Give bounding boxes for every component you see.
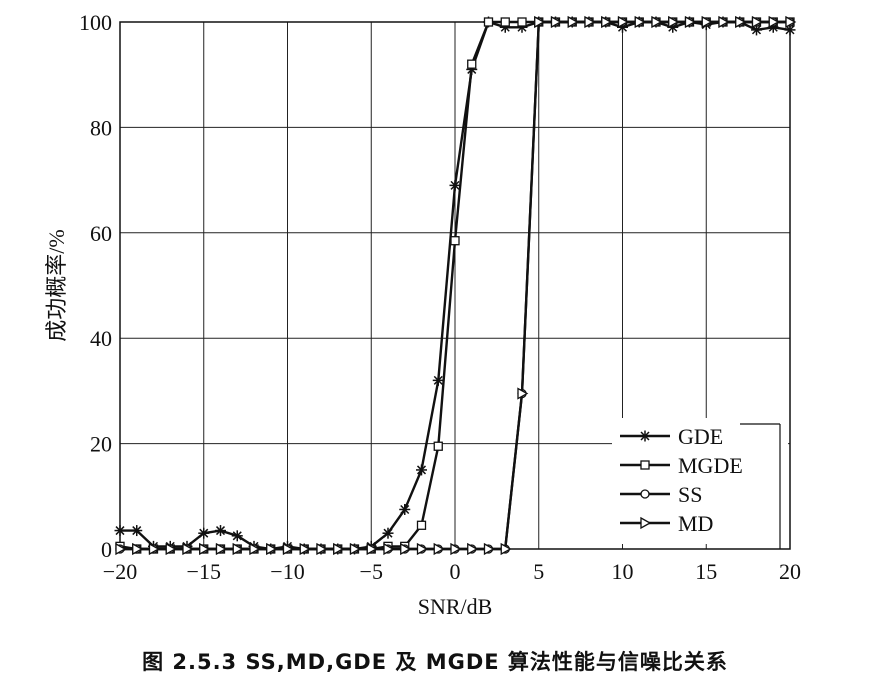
data-point-md [132, 542, 144, 556]
data-point-md [333, 542, 345, 556]
y-tick-label: 100 [79, 10, 112, 35]
x-tick-label: −15 [187, 559, 221, 584]
data-point-md [266, 542, 278, 556]
legend-item-md: MD [620, 511, 713, 536]
data-point-md [550, 15, 562, 29]
data-point-md [299, 542, 311, 556]
data-point-md [467, 542, 479, 556]
series-md [115, 15, 797, 556]
data-point-gde [432, 374, 444, 386]
x-tick-label: −20 [103, 559, 137, 584]
x-tick-label: −10 [270, 559, 304, 584]
data-point-gde [231, 530, 243, 542]
data-point-md [316, 542, 328, 556]
data-point-mgde [483, 17, 494, 27]
data-point-mgde [433, 441, 443, 451]
chart: −20 −15 −10 −5 0 5 10 15 20 0 20 40 60 80 100 SNR/dB 成… [44, 10, 801, 619]
data-point-gde [131, 525, 143, 537]
data-point-md [416, 542, 428, 556]
data-point-md [199, 542, 211, 556]
data-point-gde [198, 527, 210, 539]
data-point-md [215, 542, 227, 556]
data-point-mgde [416, 520, 427, 530]
data-point-md [651, 15, 663, 29]
y-axis-label: 成功概率/% [44, 229, 69, 341]
data-point-md [735, 15, 747, 29]
x-tick-label: 5 [533, 559, 544, 584]
x-tick-label: 10 [612, 559, 634, 584]
data-point-md [668, 15, 680, 29]
legend: GDE MGDE SS MD [612, 418, 788, 549]
data-point-md [165, 542, 177, 556]
data-point-md [584, 15, 596, 29]
y-tick-label: 60 [90, 221, 112, 246]
y-tick-label: 20 [90, 432, 112, 457]
series-layer [114, 15, 797, 556]
data-point-md [282, 542, 294, 556]
data-point-md [366, 542, 378, 556]
data-point-md [483, 542, 495, 556]
data-point-gde [449, 179, 461, 191]
data-point-md [450, 542, 462, 556]
data-point-gde [784, 24, 796, 36]
data-point-md [785, 15, 797, 29]
data-point-mgde [450, 236, 460, 246]
data-point-md [701, 15, 713, 29]
data-point-md [249, 542, 261, 556]
legend-marker-md [640, 516, 652, 530]
legend-label-mgde: MGDE [678, 453, 743, 478]
tick-labels: −20 −15 −10 −5 0 5 10 15 20 0 20 40 60 80 100 [79, 10, 801, 584]
data-point-gde [114, 525, 126, 537]
data-point-md [567, 15, 579, 29]
data-point-md [751, 15, 763, 29]
data-point-gde [382, 527, 394, 539]
data-point-md [617, 15, 629, 29]
data-point-md [634, 15, 646, 29]
data-point-md [400, 542, 412, 556]
data-point-md [534, 15, 546, 29]
legend-label-gde: GDE [678, 424, 723, 449]
data-point-md [601, 15, 613, 29]
legend-label-md: MD [678, 511, 713, 536]
data-point-gde [215, 525, 226, 537]
data-point-gde [416, 464, 427, 476]
data-point-md [115, 542, 127, 556]
data-point-md [383, 542, 395, 556]
data-point-md [718, 15, 730, 29]
legend-item-mgde: MGDE [620, 453, 743, 478]
x-axis-label: SNR/dB [418, 594, 493, 619]
data-point-mgde [500, 17, 510, 27]
data-point-md [517, 387, 529, 400]
data-point-md [768, 15, 780, 29]
y-tick-label: 80 [90, 115, 112, 140]
y-tick-label: 40 [90, 326, 112, 351]
legend-marker-ss [640, 489, 650, 499]
legend-marker-gde [639, 430, 651, 442]
data-point-md [433, 542, 445, 556]
x-tick-label: −5 [360, 559, 383, 584]
figure-caption: 图 2.5.3 SS,MD,GDE 及 MGDE 算法性能与信噪比关系 [142, 650, 728, 674]
data-point-mgde [517, 17, 527, 27]
legend-label-ss: SS [678, 482, 702, 507]
data-point-md [232, 542, 244, 556]
data-point-mgde [467, 59, 477, 69]
data-point-gde [399, 503, 411, 515]
y-tick-label: 0 [101, 537, 112, 562]
data-point-md [148, 542, 160, 556]
legend-item-ss: SS [620, 482, 702, 507]
data-point-md [182, 542, 194, 556]
x-tick-label: 0 [450, 559, 461, 584]
legend-item-gde: GDE [620, 424, 723, 449]
data-point-md [349, 542, 361, 556]
x-tick-label: 15 [695, 559, 717, 584]
data-point-md [500, 542, 512, 556]
x-tick-label: 20 [779, 559, 801, 584]
legend-marker-mgde [640, 460, 650, 470]
data-point-md [684, 15, 696, 29]
